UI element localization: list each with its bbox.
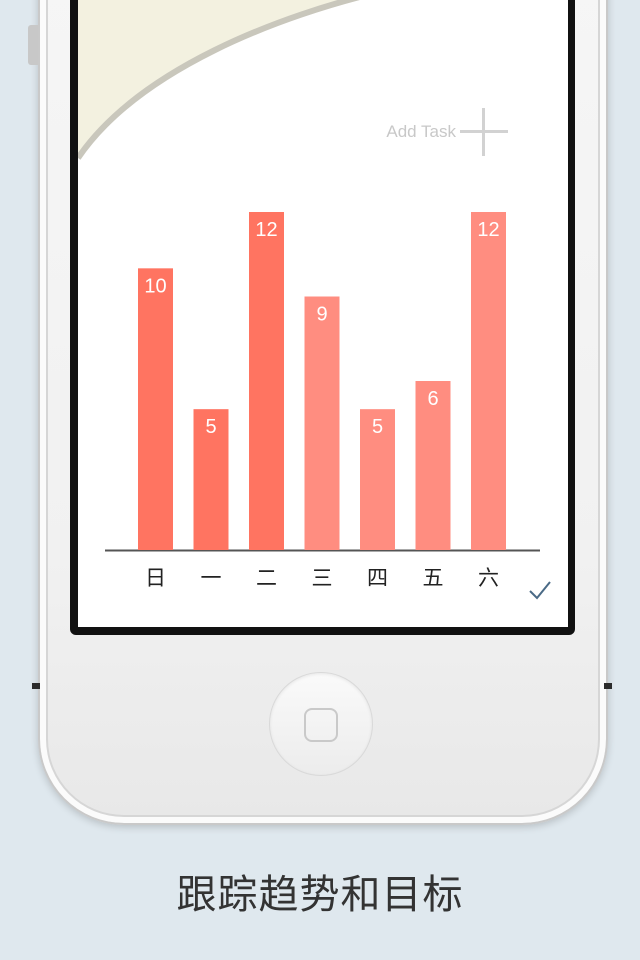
bar-1 bbox=[193, 409, 229, 550]
plus-icon bbox=[460, 108, 508, 156]
app-screen: Add Task 10 日 5 一 12 二 9 三 5 四 6 五 12 六 bbox=[78, 0, 568, 627]
category-label: 五 bbox=[423, 566, 444, 590]
category-label: 日 bbox=[145, 566, 166, 590]
bar-6 bbox=[471, 212, 506, 550]
bar-3 bbox=[304, 296, 340, 550]
bar-value-label: 5 bbox=[205, 416, 216, 438]
bar-value-label: 5 bbox=[372, 416, 383, 438]
bar-0 bbox=[138, 268, 173, 550]
bar-2 bbox=[249, 212, 284, 550]
header-wave bbox=[78, 0, 361, 160]
bar-5 bbox=[415, 381, 451, 550]
bar-value-label: 12 bbox=[255, 219, 277, 241]
category-label: 二 bbox=[256, 566, 277, 590]
category-label: 四 bbox=[367, 566, 388, 590]
category-label: 三 bbox=[312, 566, 333, 590]
category-label: 一 bbox=[201, 566, 222, 590]
volume-button bbox=[28, 25, 38, 65]
home-square-icon bbox=[304, 708, 338, 742]
bar-value-label: 12 bbox=[477, 219, 499, 241]
bar-value-label: 10 bbox=[144, 275, 166, 297]
add-task-button[interactable]: Add Task bbox=[386, 108, 508, 156]
antenna-band-left bbox=[32, 683, 40, 689]
bar-value-label: 9 bbox=[316, 304, 327, 326]
caption-text: 跟踪趋势和目标 bbox=[176, 872, 464, 918]
antenna-band-right bbox=[604, 683, 612, 689]
bar-value-label: 6 bbox=[427, 388, 438, 410]
home-button[interactable] bbox=[269, 672, 373, 776]
checkmark-icon[interactable] bbox=[527, 577, 553, 603]
category-label: 六 bbox=[478, 566, 499, 590]
bar-chart: 10 日 5 一 12 二 9 三 5 四 6 五 12 六 bbox=[105, 212, 540, 590]
bar-4 bbox=[360, 409, 395, 550]
add-task-label: Add Task bbox=[386, 122, 456, 141]
